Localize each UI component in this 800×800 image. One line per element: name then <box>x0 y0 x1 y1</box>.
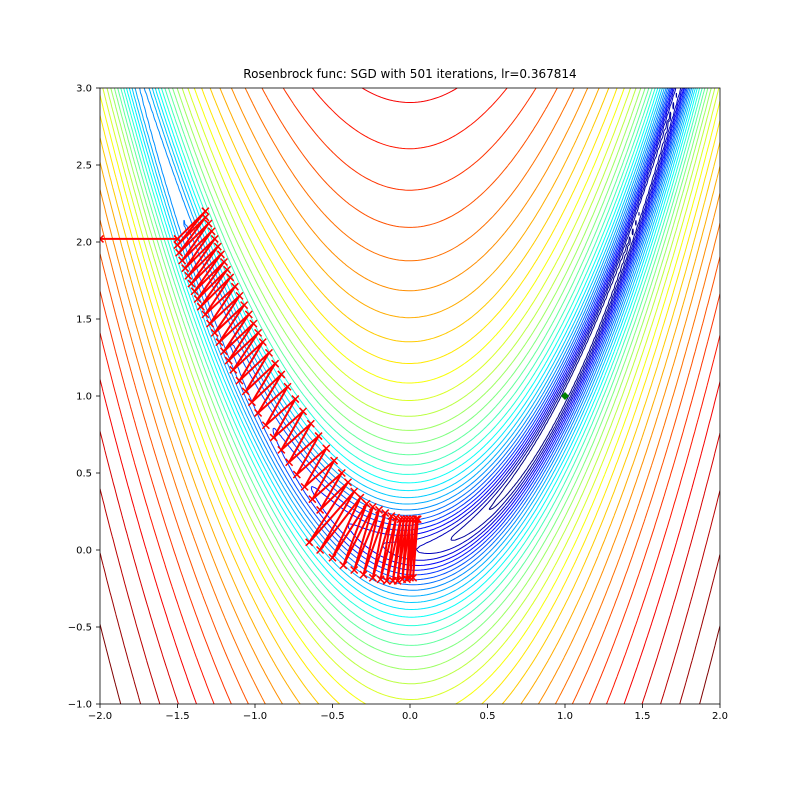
svg-text:−1.5: −1.5 <box>165 711 189 722</box>
svg-text:2.0: 2.0 <box>76 238 92 249</box>
svg-text:3.0: 3.0 <box>76 84 92 95</box>
svg-text:2.5: 2.5 <box>76 161 92 172</box>
svg-text:−2.0: −2.0 <box>88 711 112 722</box>
svg-text:0.5: 0.5 <box>76 469 92 480</box>
svg-text:1.0: 1.0 <box>76 392 92 403</box>
svg-text:0.5: 0.5 <box>480 711 496 722</box>
x-axis-ticks: −2.0 −1.5 −1.0 −0.5 0.0 0.5 1.0 1.5 2.0 <box>88 704 728 722</box>
svg-text:−0.5: −0.5 <box>320 711 344 722</box>
rosenbrock-contour-figure: −2.0 −1.5 −1.0 −0.5 0.0 0.5 1.0 1.5 2.0 −1.0 −0.5… <box>0 0 800 800</box>
svg-text:2.0: 2.0 <box>712 711 728 722</box>
svg-text:1.5: 1.5 <box>635 711 651 722</box>
svg-text:1.0: 1.0 <box>557 711 573 722</box>
svg-text:0.0: 0.0 <box>76 546 92 557</box>
svg-text:0.0: 0.0 <box>402 711 418 722</box>
svg-text:1.5: 1.5 <box>76 315 92 326</box>
svg-text:−0.5: −0.5 <box>68 623 92 634</box>
contour-lines <box>100 88 720 704</box>
svg-text:−1.0: −1.0 <box>243 711 267 722</box>
svg-text:−1.0: −1.0 <box>68 700 92 711</box>
y-axis-ticks: −1.0 −0.5 0.0 0.5 1.0 1.5 2.0 2.5 3.0 <box>68 84 100 711</box>
chart-title: Rosenbrock func: SGD with 501 iterations… <box>243 67 576 81</box>
